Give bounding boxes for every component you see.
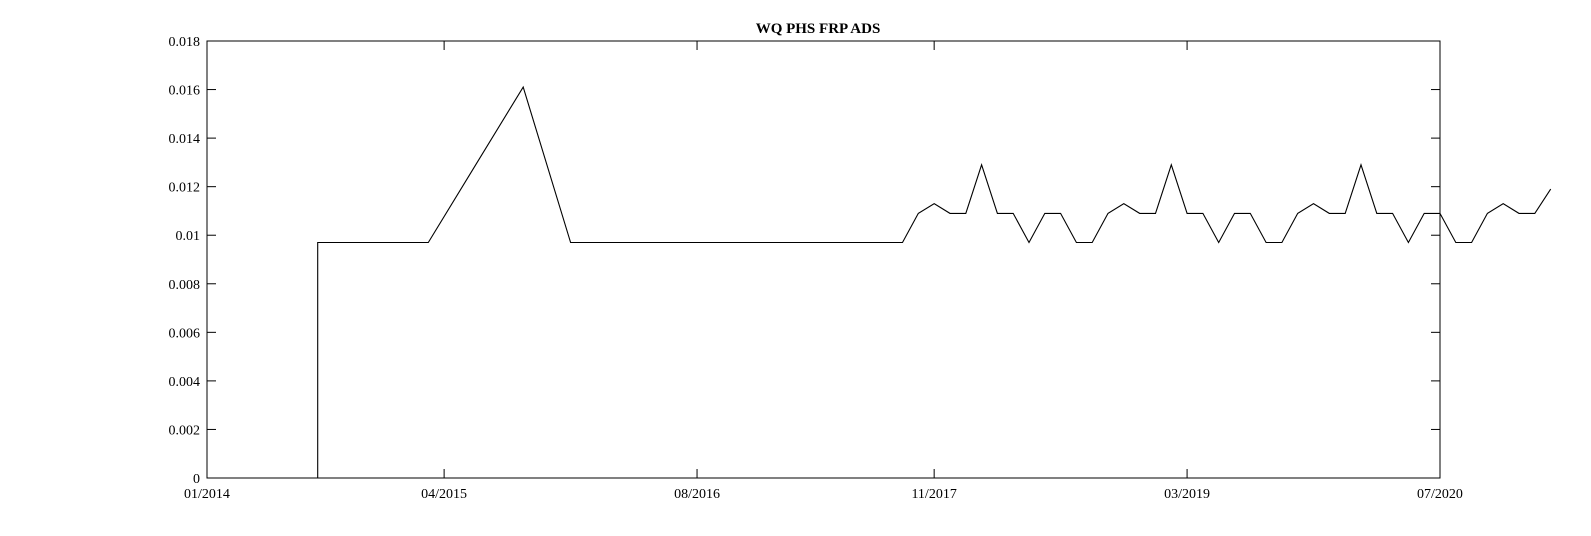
series-layer [207, 85, 1552, 479]
x-tick-label: 01/2014 [184, 487, 230, 502]
y-tick-label: 0.006 [169, 326, 201, 341]
x-tick-label: 04/2015 [421, 487, 467, 502]
y-tick-label: 0.004 [169, 375, 201, 390]
x-axis: 01/2014 04/2015 08/2016 11/2017 03/2019 07/20… [184, 41, 1463, 502]
y-tick-label: 0.008 [169, 278, 201, 293]
x-tick-label: 07/2020 [1417, 487, 1463, 502]
y-tick-label: 0.014 [169, 132, 201, 147]
y-tick-label: 0.002 [169, 423, 201, 438]
y-tick-label: 0.016 [169, 84, 201, 99]
y-tick-label: 0.018 [169, 35, 201, 50]
x-tick-label: 08/2016 [674, 487, 720, 502]
x-tick-label: 03/2019 [1164, 487, 1210, 502]
y-tick-label: 0.012 [169, 181, 201, 196]
y-tick-label: 0 [193, 472, 200, 487]
y-axis: 0 0.002 0.004 0.006 0.008 0.01 0.012 0.014 0.016… [169, 35, 1440, 487]
plot-frame [206, 40, 1441, 479]
y-tick-label: 0.01 [176, 229, 201, 244]
chart-title: WQ PHS FRP ADS [756, 21, 881, 37]
series-line-0 [207, 85, 1552, 479]
x-tick-label: 11/2017 [911, 487, 956, 502]
